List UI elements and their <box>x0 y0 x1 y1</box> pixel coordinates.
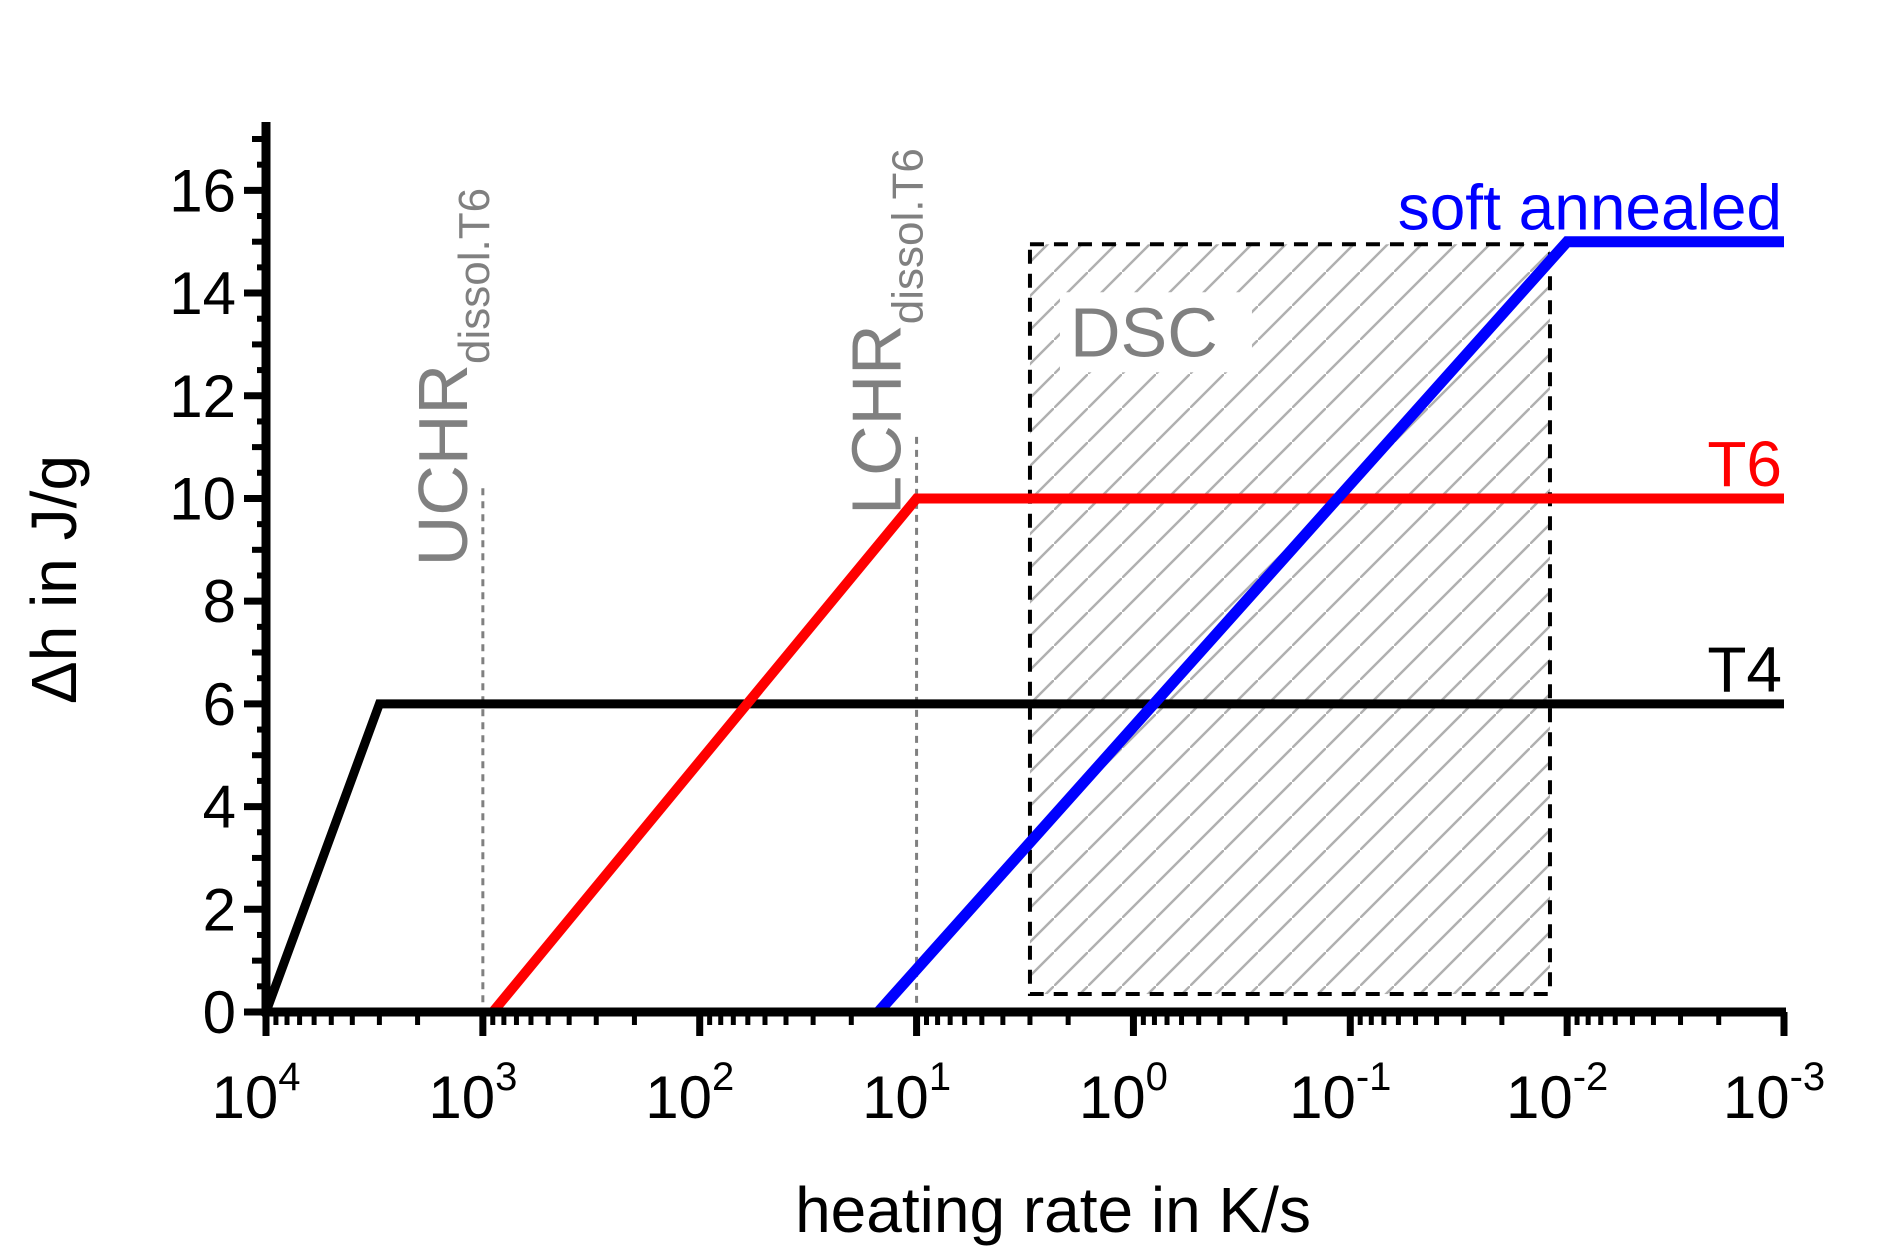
y-tick-label: 10 <box>169 465 236 532</box>
series-label-t4: T4 <box>1707 634 1782 706</box>
x-axis-label: heating rate in K/s <box>795 1174 1311 1246</box>
x-tick-exponent: 4 <box>278 1055 300 1099</box>
y-tick-label: 6 <box>203 671 236 738</box>
x-tick-label: 102 <box>645 1055 734 1131</box>
y-tick-label: 2 <box>203 876 236 943</box>
x-tick-exponent: -3 <box>1790 1055 1826 1099</box>
series-labels: T4 T6 soft annealed <box>1398 171 1782 705</box>
series-label-soft-annealed: soft annealed <box>1398 171 1782 243</box>
lchr-reference-label: LCHRdissol.T6 <box>838 148 933 515</box>
x-tick-base: 10 <box>428 1064 495 1131</box>
y-tick-label: 4 <box>203 774 236 841</box>
x-tick-base: 10 <box>645 1064 712 1131</box>
dsc-region-label-background <box>1059 292 1252 373</box>
uchr-label-main: UCHR <box>404 364 482 566</box>
dsc-region-label: DSC <box>1070 293 1218 371</box>
y-tick-label: 0 <box>203 979 236 1046</box>
uchr-label-subscript: dissol.T6 <box>450 188 499 364</box>
lchr-label-main: LCHR <box>838 324 916 515</box>
series-lines <box>261 236 1784 1016</box>
series-line-t4 <box>261 699 1784 1014</box>
uchr-reference-label: UCHRdissol.T6 <box>404 188 499 566</box>
x-tick-label: 10-1 <box>1289 1055 1391 1131</box>
x-tick-base: 10 <box>862 1064 929 1131</box>
y-axis-ticks: 0 2 4 6 8 10 12 14 16 <box>169 136 266 1046</box>
x-tick-exponent: 1 <box>929 1055 951 1099</box>
x-tick-base: 10 <box>1723 1064 1790 1131</box>
x-tick-exponent: 0 <box>1146 1055 1168 1099</box>
x-tick-label: 103 <box>428 1055 517 1131</box>
lchr-label-subscript: dissol.T6 <box>884 148 933 324</box>
x-tick-exponent: -2 <box>1573 1055 1609 1099</box>
x-tick-base: 10 <box>212 1064 279 1131</box>
dsc-region: DSC <box>1027 242 1552 997</box>
y-axis-label: Δh in J/g <box>18 455 90 704</box>
series-line-t6 <box>488 493 1784 1016</box>
x-tick-exponent: 2 <box>712 1055 734 1099</box>
y-tick-label: 14 <box>169 260 236 327</box>
x-tick-exponent: -1 <box>1356 1055 1392 1099</box>
x-tick-base: 10 <box>1506 1064 1573 1131</box>
y-tick-label: 12 <box>169 363 236 430</box>
x-tick-label: 104 <box>212 1055 301 1131</box>
x-tick-label: 10-2 <box>1506 1055 1608 1131</box>
y-tick-label: 8 <box>203 568 236 635</box>
x-tick-label: 10-3 <box>1723 1055 1825 1131</box>
x-tick-exponent: 3 <box>495 1055 517 1099</box>
x-tick-label: 101 <box>862 1055 951 1131</box>
x-tick-base: 10 <box>1079 1064 1146 1131</box>
x-tick-label: 100 <box>1079 1055 1168 1131</box>
x-axis-ticks: 104 103 102 101 100 10-1 10-2 10-3 <box>212 1012 1825 1131</box>
y-tick-label: 16 <box>169 157 236 224</box>
series-label-t6: T6 <box>1707 428 1782 500</box>
series-line-soft-annealed <box>874 236 1784 1016</box>
x-tick-base: 10 <box>1289 1064 1356 1131</box>
